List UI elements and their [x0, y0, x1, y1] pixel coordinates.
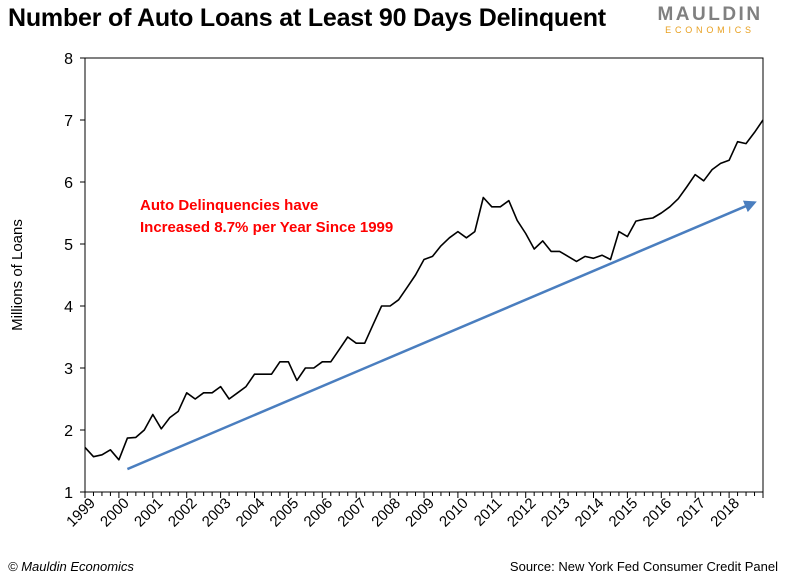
copyright-credit: © Mauldin Economics — [8, 559, 134, 574]
x-tick-label: 2005 — [267, 495, 303, 531]
annotation-line-1: Auto Delinquencies have — [140, 197, 318, 214]
plot-frame — [84, 57, 764, 493]
y-tick-label: 3 — [64, 361, 73, 378]
x-tick-label: 2018 — [707, 495, 743, 531]
x-tick-label: 2017 — [673, 495, 709, 531]
x-tick-label: 2010 — [436, 495, 472, 531]
y-tick-label: 4 — [64, 299, 73, 316]
x-tick-label: 2015 — [606, 495, 642, 531]
delinquent-loans-line — [84, 119, 764, 461]
mauldin-logo: MAULDIN ECONOMICS — [640, 4, 780, 36]
x-tick-label: 2011 — [471, 495, 506, 530]
chart-title: Number of Auto Loans at Least 90 Days De… — [8, 4, 606, 32]
x-tick-label: 2000 — [97, 495, 133, 531]
x-tick-label: 2016 — [640, 495, 676, 531]
y-tick-label: 1 — [64, 485, 73, 502]
x-tick-label: 2003 — [199, 495, 235, 531]
x-tick-label: 2007 — [334, 495, 370, 531]
y-tick-label: 7 — [64, 113, 73, 130]
logo-main-text: MAULDIN — [657, 4, 763, 25]
x-tick-label: 2012 — [504, 495, 540, 531]
x-tick-label: 2001 — [131, 495, 167, 531]
logo-sub-text: ECONOMICS — [665, 25, 755, 35]
x-tick-label: 2004 — [233, 495, 269, 531]
annotation-line-2: Increased 8.7% per Year Since 1999 — [140, 219, 393, 236]
x-tick-label: 2013 — [538, 495, 574, 531]
x-tick-label: 2006 — [301, 495, 337, 531]
y-axis-label: Millions of Loans — [9, 219, 26, 331]
x-tick-label: 2008 — [368, 495, 404, 531]
y-tick-label: 5 — [64, 237, 73, 254]
x-tick-label: 2014 — [572, 495, 608, 531]
y-tick-label: 6 — [64, 175, 73, 192]
trend-line — [126, 200, 757, 471]
y-tick-label: 8 — [64, 51, 73, 68]
x-tick-label: 2009 — [402, 495, 438, 531]
x-tick-label: 2002 — [165, 495, 201, 531]
y-tick-label: 2 — [64, 423, 73, 440]
source-note: Source: New York Fed Consumer Credit Pan… — [509, 559, 778, 574]
